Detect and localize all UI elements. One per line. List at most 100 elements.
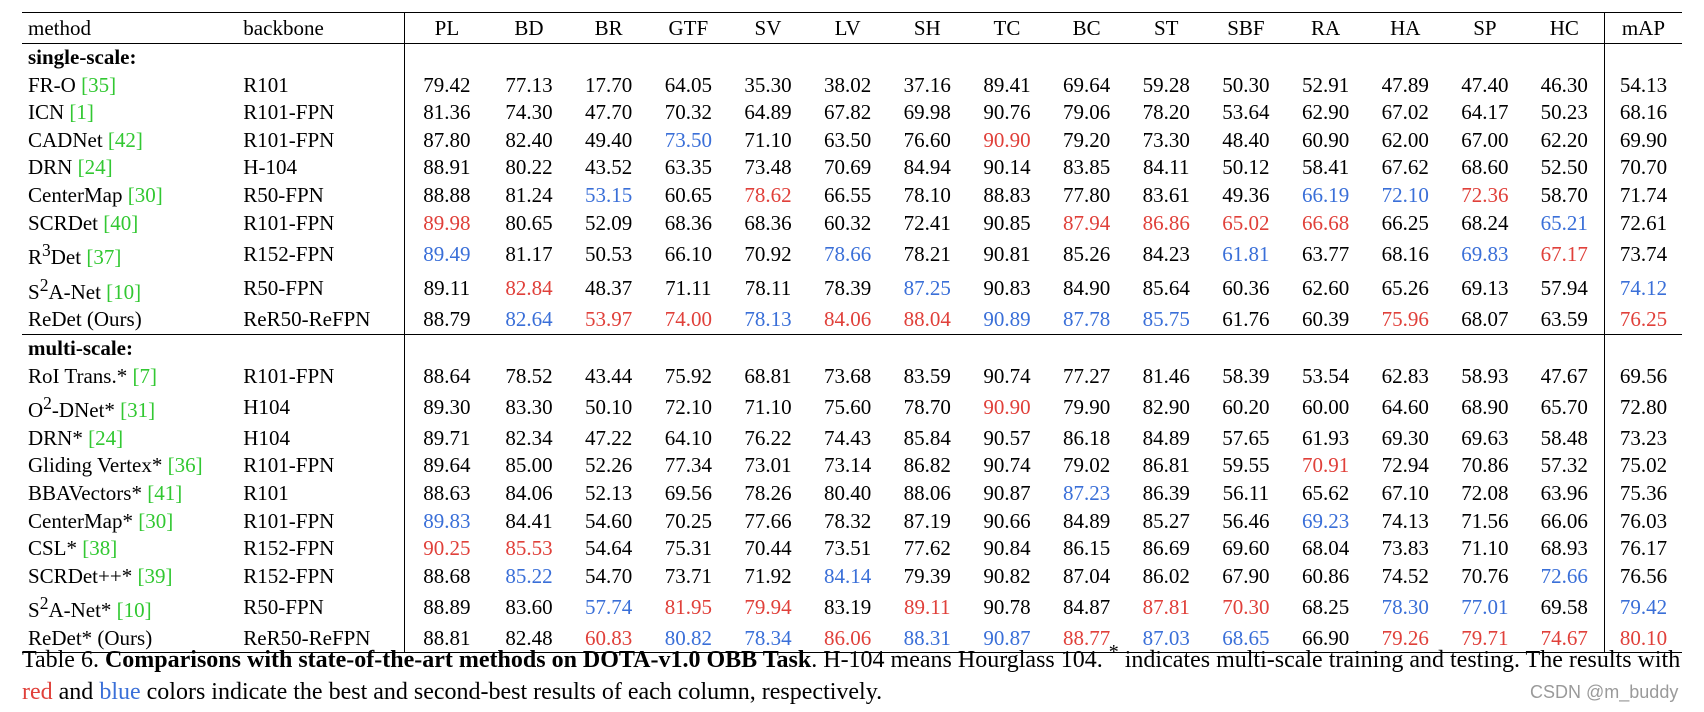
score-cell: 72.10 [664, 394, 712, 419]
score-cell: 80.22 [505, 155, 553, 180]
score-cell: 69.90 [1619, 127, 1668, 152]
method-cell: RoI Trans.* [7] [22, 363, 237, 391]
backbone-cell: R50-FPN [237, 590, 405, 625]
empty-cell [569, 44, 649, 72]
citation-link[interactable]: [10] [116, 598, 152, 623]
score-cell: 46.30 [1524, 71, 1605, 100]
score-cell: 80.82 [664, 625, 712, 650]
citation-link[interactable]: [10] [106, 279, 142, 304]
score-cell: 78.21 [903, 241, 951, 266]
method-superscript: 2 [39, 274, 49, 295]
score-cell: 66.68 [1301, 210, 1350, 235]
empty-cell [1604, 44, 1682, 72]
score-cell: 88.63 [423, 480, 471, 505]
score-cell: 67.17 [1524, 237, 1605, 272]
citation-link[interactable]: [24] [88, 425, 124, 450]
score-cell: 79.39 [903, 563, 951, 588]
score-cell: 90.89 [983, 307, 1031, 332]
score-cell: 88.04 [903, 307, 951, 332]
citation-link[interactable]: [1] [69, 100, 94, 125]
score-cell: 77.62 [903, 536, 951, 561]
citation-link[interactable]: [30] [138, 508, 174, 533]
score-cell: 88.31 [903, 625, 951, 650]
results-table: method backbone PL BD BR GTF SV LV SH TC BC ST SBF RA… [22, 12, 1682, 653]
method-name: Gliding Vertex* [28, 453, 168, 478]
table-row: ICN [1] R101-FPN 81.36 74.30 47.70 70.32 64.89… [22, 99, 1682, 127]
score-cell: 86.86 [1142, 210, 1190, 235]
score-cell: 88.64 [423, 363, 471, 388]
score-cell: 76.03 [1619, 508, 1668, 533]
score-cell: 84.23 [1142, 241, 1190, 266]
score-cell: 66.10 [664, 241, 712, 266]
method-cell: DRN* [24] [22, 425, 237, 453]
backbone-cell: R101-FPN [237, 209, 405, 238]
score-cell: 75.31 [664, 536, 712, 561]
score-cell: 68.24 [1461, 210, 1509, 235]
score-cell: 62.83 [1381, 363, 1429, 388]
score-cell: 88.79 [423, 307, 471, 332]
score-cell: 89.71 [423, 425, 471, 450]
score-cell: 48.40 [1222, 127, 1270, 152]
method-name-rest: A-Net [48, 279, 107, 304]
score-cell: 90.74 [983, 363, 1031, 388]
citation-link[interactable]: [40] [103, 210, 139, 235]
score-cell: 70.86 [1461, 453, 1509, 478]
empty-cell [1206, 334, 1286, 362]
score-cell: 68.60 [1461, 155, 1509, 180]
citation-link[interactable]: [41] [147, 480, 183, 505]
citation-link[interactable]: [30] [127, 182, 163, 207]
table-caption: Table 6. Comparisons with state-of-the-a… [22, 636, 1682, 708]
score-cell: 60.86 [1301, 563, 1350, 588]
score-cell: 60.36 [1222, 276, 1270, 301]
score-cell: 90.81 [983, 241, 1031, 266]
score-cell: 71.10 [1461, 536, 1509, 561]
citation-link[interactable]: [24] [77, 155, 113, 180]
citation-link[interactable]: [31] [120, 398, 156, 423]
method-cell: ReDet (Ours) [22, 306, 237, 334]
score-cell: 68.16 [1619, 100, 1668, 125]
citation-link[interactable]: [35] [81, 72, 117, 97]
score-cell: 70.92 [744, 241, 792, 266]
score-cell: 64.89 [744, 100, 792, 125]
citation-link[interactable]: [39] [137, 563, 173, 588]
score-cell: 72.80 [1619, 394, 1668, 419]
table-body: single-scale: FR-O [35] R101 79.42 77.13 17.7… [22, 43, 1682, 653]
score-cell: 87.19 [903, 508, 951, 533]
citation-link[interactable]: [37] [86, 245, 122, 270]
score-cell: 68.36 [744, 210, 792, 235]
score-cell: 85.64 [1142, 276, 1190, 301]
score-cell: 70.76 [1461, 563, 1509, 588]
score-cell: 52.26 [585, 453, 633, 478]
column-header: SH [913, 16, 941, 40]
score-cell: 73.68 [824, 363, 872, 388]
backbone-cell: R50-FPN [237, 181, 405, 210]
score-cell: 68.25 [1301, 594, 1350, 619]
empty-cell [649, 44, 729, 72]
citation-link[interactable]: [36] [167, 453, 203, 478]
score-cell: 77.80 [1062, 182, 1111, 207]
score-cell: 87.94 [1062, 210, 1111, 235]
method-cell: CADNet [42] [22, 127, 237, 155]
score-cell: 47.67 [1524, 362, 1605, 391]
score-cell: 43.44 [585, 363, 633, 388]
score-cell: 87.03 [1142, 625, 1190, 650]
score-cell: 87.25 [903, 276, 951, 301]
method-superscript: 2 [39, 593, 49, 614]
table-row: CSL* [38] R152-FPN 90.25 85.53 54.64 75.31 70.… [22, 535, 1682, 563]
score-cell: 84.41 [505, 508, 553, 533]
score-cell: 79.20 [1062, 127, 1111, 152]
score-cell: 86.69 [1142, 536, 1190, 561]
citation-link[interactable]: [38] [82, 536, 118, 561]
table-row: O2-DNet* [31] H104 89.30 83.30 50.10 72.10 71.… [22, 390, 1682, 425]
score-cell: 79.94 [744, 594, 792, 619]
empty-cell [569, 334, 649, 362]
score-cell: 81.36 [423, 100, 471, 125]
backbone-cell: R101-FPN [237, 452, 405, 480]
score-cell: 69.56 [1619, 363, 1668, 388]
score-cell: 53.15 [585, 182, 633, 207]
citation-link[interactable]: [42] [107, 127, 143, 152]
score-cell: 59.28 [1142, 72, 1190, 97]
citation-link[interactable]: [7] [132, 363, 157, 388]
score-cell: 77.66 [744, 508, 792, 533]
score-cell: 59.55 [1222, 453, 1270, 478]
